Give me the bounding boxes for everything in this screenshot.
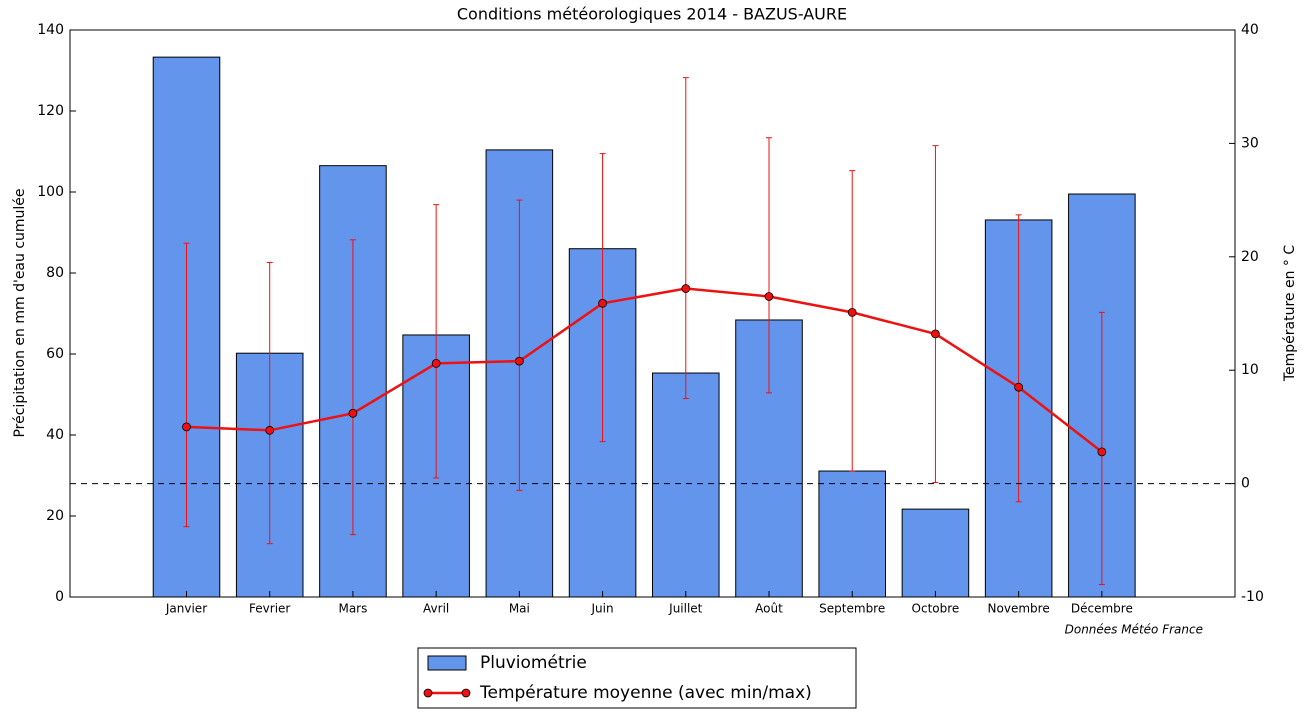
y2-axis-label: Température en ° C [1282,245,1298,383]
point [847,307,857,317]
y-tick-label: 120 [37,103,64,119]
legend-marker [461,688,471,698]
x-tick-label: Septembre [819,602,885,616]
error-bar [849,170,856,472]
bar [652,372,720,598]
point [764,292,774,301]
point [931,329,940,339]
error-bar [349,239,356,536]
point [514,356,524,366]
legend-box [417,647,857,709]
y-tick-label: 40 [46,427,64,443]
error-bar [766,137,772,394]
error-bar [599,153,606,443]
point [182,422,191,432]
line [186,287,1103,453]
error-bar [1015,214,1022,503]
annotation: Données Météo France [1065,623,1203,637]
y-tick-label: 80 [46,265,64,281]
y-tick-label: 60 [46,346,64,362]
x-tick-label: Janvier [165,602,207,616]
x-tick-label: Août [755,602,783,616]
y-tick-label: 100 [37,184,64,200]
x-tick-label: Juin [591,602,614,616]
point [431,358,441,368]
y-tick-label: 20 [46,508,64,524]
chart-title: Conditions météorologiques 2014 - BAZUS-… [457,5,847,24]
plot-frame [69,29,1236,598]
y2-tick-label: 40 [1241,22,1259,38]
y2-tick-label: 30 [1241,135,1259,151]
x-tick-label: Fevrier [249,602,290,616]
x-tick-label: Avril [423,602,449,616]
x-tick-label: Mai [509,602,530,616]
x-tick-label: Octobre [912,602,960,616]
x-tick-label: Novembre [988,602,1050,616]
y2-tick-label: 0 [1241,476,1250,492]
point [681,284,691,293]
error-bar [433,204,440,479]
point [1014,382,1024,392]
bar [818,470,887,598]
error-bar [183,242,190,528]
legend-marker [423,688,433,698]
y2-tick-label: -10 [1241,589,1264,605]
x-tick-label: Décembre [1071,602,1133,616]
bar [901,508,970,598]
x-tick-label: Juillet [668,602,703,616]
point [1097,447,1107,457]
y-tick-label: 0 [55,589,64,605]
error-bar [682,77,689,400]
point [598,298,607,308]
y-axis-label: Précipitation en mm d'eau cumulée [12,188,28,437]
error-bar [932,145,939,483]
y-tick-label: 140 [37,22,64,38]
y2-tick-label: 10 [1241,362,1259,378]
error-bar [266,261,273,545]
point [265,425,275,435]
legend-label: Pluviométrie [480,653,587,673]
point [348,408,358,418]
y2-tick-label: 20 [1241,249,1259,265]
legend-swatch [427,655,467,671]
x-tick-label: Mars [338,602,367,616]
error-bar [516,199,523,491]
legend-label: Température moyenne (avec min/max) [479,683,812,703]
